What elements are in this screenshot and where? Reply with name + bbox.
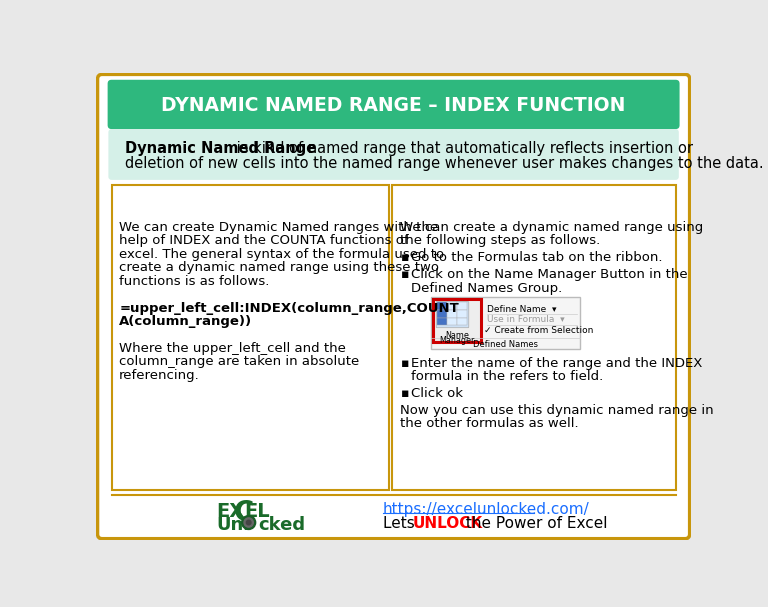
Text: Enter the name of the range and the INDEX: Enter the name of the range and the INDE… <box>412 357 703 370</box>
Bar <box>392 185 676 211</box>
Text: E X A M P L E: E X A M P L E <box>488 192 580 205</box>
Text: ✓ Create from Selection: ✓ Create from Selection <box>484 326 593 335</box>
Text: Go to the Formulas tab on the ribbon.: Go to the Formulas tab on the ribbon. <box>412 251 663 265</box>
Text: EX: EX <box>216 502 244 521</box>
Text: is kind of named range that automatically reflects insertion or: is kind of named range that automaticall… <box>232 141 693 156</box>
Text: the Power of Excel: the Power of Excel <box>461 515 607 531</box>
Bar <box>437 317 447 325</box>
Text: Now you can use this dynamic named range in: Now you can use this dynamic named range… <box>400 404 713 417</box>
Circle shape <box>242 515 256 529</box>
Text: Where the upper_left_cell and the: Where the upper_left_cell and the <box>119 342 346 355</box>
Bar <box>437 302 447 310</box>
Text: Click ok: Click ok <box>412 387 463 400</box>
Text: https://excelunlocked.com/: https://excelunlocked.com/ <box>382 502 590 517</box>
Text: Lets: Lets <box>382 515 419 531</box>
FancyBboxPatch shape <box>436 302 468 328</box>
Bar <box>437 310 447 317</box>
Bar <box>457 302 467 310</box>
Text: Unl: Unl <box>216 515 250 534</box>
Text: Defined Names Group.: Defined Names Group. <box>412 282 563 294</box>
Text: We can create Dynamic Named ranges with the: We can create Dynamic Named ranges with … <box>119 221 439 234</box>
Text: the following steps as follows.: the following steps as follows. <box>400 234 600 247</box>
Text: ▪: ▪ <box>402 251 410 265</box>
Text: cked: cked <box>258 515 305 534</box>
FancyBboxPatch shape <box>108 80 680 129</box>
Text: create a dynamic named range using these two: create a dynamic named range using these… <box>119 261 439 274</box>
Bar <box>111 185 389 211</box>
Text: We can create a dynamic named range using: We can create a dynamic named range usin… <box>400 221 703 234</box>
Text: column_range are taken in absolute: column_range are taken in absolute <box>119 356 359 368</box>
Bar <box>433 299 482 342</box>
Text: ▪: ▪ <box>402 387 410 400</box>
Bar <box>111 185 389 490</box>
Text: D Y N A M I C   N A M E D   R A N G E: D Y N A M I C N A M E D R A N G E <box>124 192 376 205</box>
Text: A(column_range)): A(column_range)) <box>119 315 253 328</box>
Bar <box>457 317 467 325</box>
Text: Manager: Manager <box>439 336 475 345</box>
Bar <box>457 310 467 317</box>
Bar <box>447 310 457 317</box>
Bar <box>447 302 457 310</box>
Text: Use in Formula  ▾: Use in Formula ▾ <box>487 316 564 324</box>
Text: =upper_left_cell:INDEX(column_range,COUNT: =upper_left_cell:INDEX(column_range,COUN… <box>119 302 459 314</box>
Circle shape <box>244 518 253 527</box>
Text: Define Name  ▾: Define Name ▾ <box>487 305 556 314</box>
FancyBboxPatch shape <box>98 75 690 538</box>
Bar <box>447 317 457 325</box>
Bar <box>392 185 676 490</box>
Text: Defined Names: Defined Names <box>472 340 538 349</box>
Text: C: C <box>233 498 253 527</box>
Bar <box>111 495 676 535</box>
Text: ▪: ▪ <box>402 268 410 282</box>
FancyBboxPatch shape <box>108 129 679 180</box>
Text: formula in the refers to field.: formula in the refers to field. <box>412 370 604 383</box>
Text: functions is as follows.: functions is as follows. <box>119 274 270 288</box>
Circle shape <box>247 520 251 525</box>
Text: help of INDEX and the COUNTA functions of: help of INDEX and the COUNTA functions o… <box>119 234 409 247</box>
Text: UNLOCK: UNLOCK <box>412 515 482 531</box>
Text: EL: EL <box>244 502 270 521</box>
Text: the other formulas as well.: the other formulas as well. <box>400 417 578 430</box>
Bar <box>431 297 580 349</box>
Text: Dynamic Named Range: Dynamic Named Range <box>125 141 316 156</box>
Text: ▪: ▪ <box>402 357 410 370</box>
Text: Name: Name <box>445 331 469 340</box>
Text: deletion of new cells into the named range whenever user makes changes to the da: deletion of new cells into the named ran… <box>125 156 764 171</box>
Text: excel. The general syntax of the formula used to: excel. The general syntax of the formula… <box>119 248 445 260</box>
Text: Click on the Name Manager Button in the: Click on the Name Manager Button in the <box>412 268 688 282</box>
Text: referencing.: referencing. <box>119 369 200 382</box>
Text: DYNAMIC NAMED RANGE – INDEX FUNCTION: DYNAMIC NAMED RANGE – INDEX FUNCTION <box>161 97 626 115</box>
